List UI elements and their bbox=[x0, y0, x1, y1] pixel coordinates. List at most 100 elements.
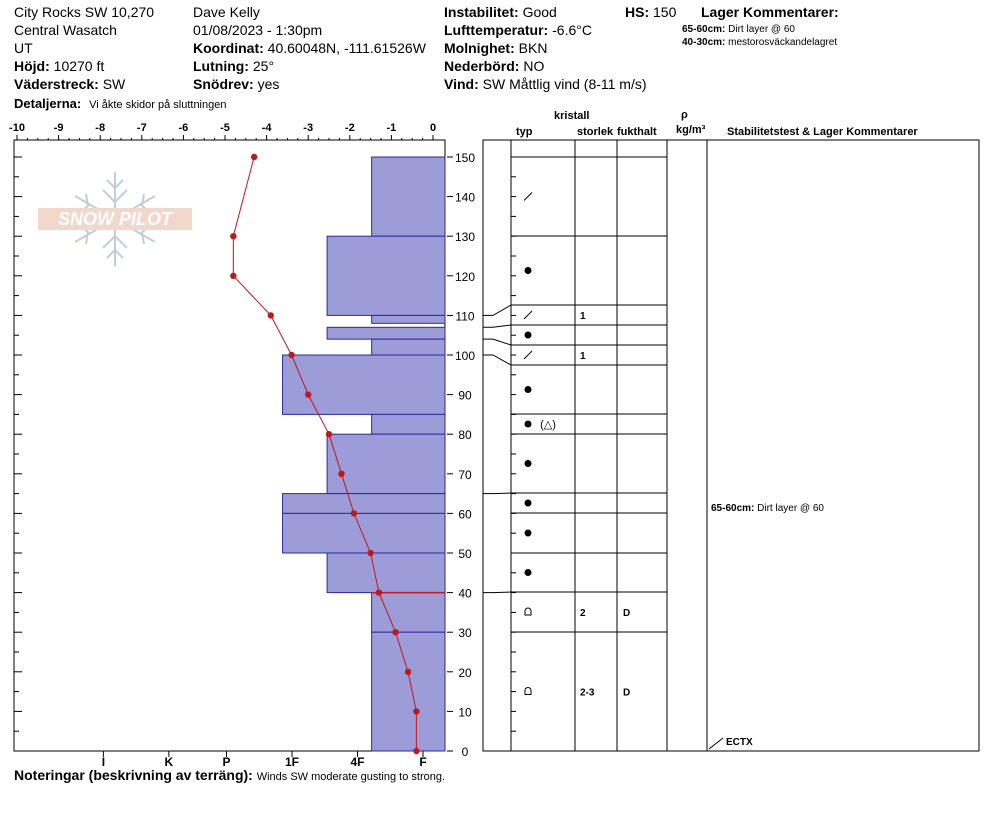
details-value: Vi åkte skidor på sluttningen bbox=[89, 99, 227, 111]
layer-comment-depth: 40-30cm: bbox=[682, 37, 726, 48]
sky-cover-value: BKN bbox=[518, 40, 548, 56]
layer-connector bbox=[483, 304, 512, 316]
coordinates-label: Koordinat: bbox=[193, 40, 264, 56]
height-axis-label: 110 bbox=[455, 309, 474, 323]
height-axis-label: 70 bbox=[458, 468, 472, 482]
moisture-value: D bbox=[623, 688, 630, 699]
wind-value: SW Måttlig vind (8-11 m/s) bbox=[482, 76, 647, 92]
column-stability: Stabilitetstest & Lager Kommentarer bbox=[727, 126, 918, 138]
terrain-notes: Noteringar (beskrivning av terräng): Win… bbox=[14, 767, 445, 784]
temperature-hardness-plot: -10 -9 -8 -7 -6 -5 -4 -3 -2 -1 0I K P 1F 4F F bbox=[9, 122, 446, 769]
hardness-bar bbox=[371, 156, 446, 237]
temperature-point bbox=[338, 470, 345, 477]
column-density-unit: kg/m³ bbox=[676, 124, 706, 136]
height-axis-label: 90 bbox=[458, 389, 472, 403]
layer-comments-title: Lager Kommentarer: bbox=[701, 4, 839, 20]
grain-round-icon bbox=[524, 569, 532, 576]
hardness-bar bbox=[371, 314, 446, 324]
hardness-tick-label: F bbox=[419, 755, 426, 769]
slope-value: 25° bbox=[252, 58, 275, 74]
aspect-value: SW bbox=[102, 76, 126, 92]
height-axis-label: 30 bbox=[458, 626, 472, 640]
hardness-tick-label: I bbox=[102, 755, 105, 769]
temperature-point bbox=[305, 391, 312, 398]
hardness-bar bbox=[282, 493, 446, 514]
hardness-bar bbox=[371, 413, 446, 435]
grain-size-value: 2-3 bbox=[580, 688, 595, 699]
grain-depth-hoar-icon bbox=[524, 607, 532, 616]
height-axis-label: 50 bbox=[458, 547, 472, 561]
temp-tick-label: -1 bbox=[387, 122, 397, 134]
grain-depth-hoar-icon bbox=[524, 687, 532, 695]
grain-round-icon bbox=[524, 529, 532, 537]
hardness-bar bbox=[371, 338, 446, 356]
temp-tick-label: 0 bbox=[430, 122, 436, 134]
snow-height-value: 150 bbox=[653, 4, 677, 20]
wind-loading-value: yes bbox=[257, 76, 280, 92]
grain-round-icon bbox=[524, 267, 532, 274]
temperature-point bbox=[288, 351, 295, 359]
elevation-value: 10270 ft bbox=[53, 58, 105, 74]
height-axis-label: 80 bbox=[458, 428, 472, 442]
height-axis-label: 0 bbox=[462, 745, 469, 759]
grain-facet-icon: (△) bbox=[540, 419, 556, 431]
layer-comment-1: 65-60cm: Dirt layer @ 60 bbox=[682, 24, 795, 36]
grain-round-icon bbox=[524, 386, 532, 393]
layer-connector bbox=[483, 492, 512, 495]
grain-new-snow-icon bbox=[523, 192, 533, 201]
temperature-point bbox=[392, 629, 399, 636]
location-name: City Rocks SW 10,270 bbox=[14, 4, 155, 20]
height-axis-label: 20 bbox=[458, 666, 472, 680]
layer-connector bbox=[483, 591, 512, 594]
wind-loading-label: Snödrev: bbox=[193, 76, 254, 92]
temp-tick-label: -3 bbox=[303, 122, 313, 134]
temp-tick-label: -6 bbox=[179, 122, 189, 134]
temperature-point bbox=[230, 233, 237, 240]
temperature-point bbox=[367, 549, 374, 557]
observation-datetime: 01/08/2023 - 1:30pm bbox=[193, 22, 323, 38]
coordinates-value: 40.60048N, -111.61526W bbox=[267, 40, 426, 56]
grain-size-value: 2 bbox=[580, 608, 586, 619]
column-rho: ρ bbox=[681, 109, 688, 121]
table-frame bbox=[482, 139, 980, 752]
temp-tick-label: -10 bbox=[9, 122, 25, 134]
terrain-notes-label: Noteringar (beskrivning av terräng): bbox=[14, 767, 253, 783]
sky-cover: Molnighet: BKN bbox=[444, 40, 547, 56]
wind-label: Vind: bbox=[444, 76, 479, 92]
temperature-point bbox=[413, 747, 420, 755]
height-axis-label: 100 bbox=[455, 349, 475, 363]
hardness-tick-label: K bbox=[165, 755, 174, 769]
moisture-value: D bbox=[623, 608, 630, 619]
stability-value: Good bbox=[522, 4, 557, 20]
layer-comment-2: 40-30cm: mestorosväckandelagret bbox=[682, 37, 837, 49]
stability: Instabilitet: Good bbox=[444, 4, 557, 20]
temperature-point bbox=[267, 312, 274, 319]
hardness-bar bbox=[371, 631, 446, 752]
column-kristall: kristall bbox=[554, 110, 590, 122]
height-axis-label: 120 bbox=[455, 270, 475, 284]
air-temperature-label: Lufttemperatur: bbox=[444, 22, 549, 38]
height-axis-label: 10 bbox=[458, 705, 472, 719]
air-temperature: Lufttemperatur: -6.6°C bbox=[444, 22, 592, 38]
temperature-point bbox=[250, 153, 258, 161]
hardness-bar bbox=[282, 512, 446, 554]
elevation: Höjd: 10270 ft bbox=[14, 58, 104, 74]
elevation-label: Höjd: bbox=[14, 58, 50, 74]
temperature-point bbox=[413, 708, 420, 715]
grain-new-snow-icon bbox=[523, 350, 533, 360]
logo-text: SNOW PILOT bbox=[58, 209, 174, 229]
hardness-bar bbox=[326, 433, 446, 495]
coordinates: Koordinat: 40.60048N, -111.61526W bbox=[193, 40, 426, 56]
layer-connector bbox=[483, 324, 512, 328]
layer-connector bbox=[483, 354, 512, 366]
precipitation-label: Nederbörd: bbox=[444, 58, 520, 74]
snowpilot-logo: SNOW PILOT bbox=[38, 172, 192, 266]
hardness-bar bbox=[326, 552, 446, 594]
stability-test-pointer bbox=[708, 737, 724, 750]
layer-comment-depth: 65-60cm: bbox=[682, 24, 726, 35]
wind-loading: Snödrev: yes bbox=[193, 76, 279, 92]
layer-connector bbox=[483, 338, 512, 346]
temperature-point bbox=[230, 272, 237, 279]
slope: Lutning: 25° bbox=[193, 58, 274, 74]
grain-size-value: 1 bbox=[580, 351, 586, 362]
